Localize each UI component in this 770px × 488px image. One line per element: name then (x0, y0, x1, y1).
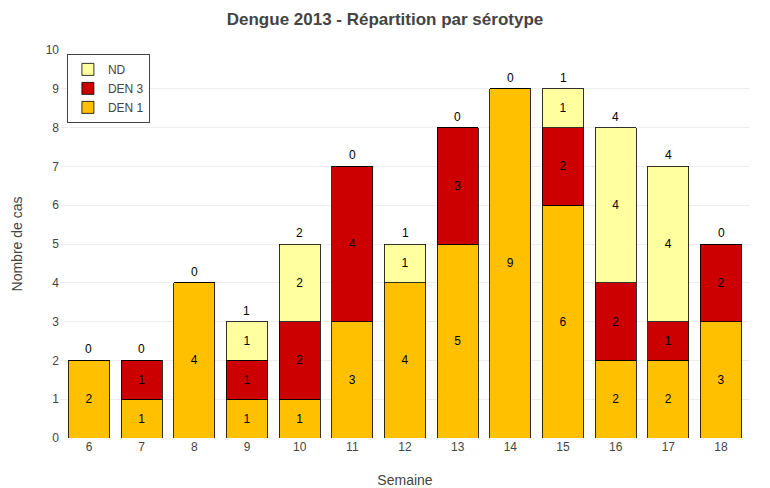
svg-text:2: 2 (85, 392, 92, 406)
svg-text:13: 13 (451, 440, 465, 454)
svg-text:6: 6 (560, 315, 567, 329)
svg-text:1: 1 (243, 334, 250, 348)
svg-text:6: 6 (86, 440, 93, 454)
svg-text:14: 14 (504, 440, 518, 454)
svg-text:8: 8 (191, 440, 198, 454)
svg-text:4: 4 (349, 237, 356, 251)
svg-text:0: 0 (349, 148, 356, 162)
svg-text:5: 5 (454, 334, 461, 348)
svg-text:10: 10 (293, 440, 307, 454)
svg-text:9: 9 (244, 440, 251, 454)
svg-text:2: 2 (560, 159, 567, 173)
svg-text:9: 9 (52, 82, 59, 96)
svg-text:Semaine: Semaine (377, 472, 432, 488)
svg-text:8: 8 (52, 121, 59, 135)
svg-text:1: 1 (138, 373, 145, 387)
svg-text:2: 2 (296, 353, 303, 367)
svg-text:0: 0 (718, 226, 725, 240)
svg-text:0: 0 (191, 265, 198, 279)
svg-text:15: 15 (556, 440, 570, 454)
svg-text:1: 1 (560, 71, 567, 85)
svg-text:4: 4 (665, 148, 672, 162)
svg-text:2: 2 (296, 226, 303, 240)
svg-text:0: 0 (454, 110, 461, 124)
svg-text:1: 1 (296, 412, 303, 426)
svg-text:6: 6 (52, 198, 59, 212)
svg-text:2: 2 (612, 315, 619, 329)
svg-text:2: 2 (52, 354, 59, 368)
svg-text:2: 2 (296, 276, 303, 290)
svg-text:3: 3 (52, 315, 59, 329)
svg-text:2: 2 (612, 392, 619, 406)
svg-text:4: 4 (402, 353, 409, 367)
svg-text:ND: ND (108, 63, 126, 77)
svg-text:4: 4 (612, 110, 619, 124)
svg-text:2: 2 (718, 276, 725, 290)
svg-text:1: 1 (560, 101, 567, 115)
svg-text:1: 1 (52, 392, 59, 406)
svg-text:4: 4 (191, 353, 198, 367)
svg-text:0: 0 (52, 431, 59, 445)
svg-text:9: 9 (507, 256, 514, 270)
svg-text:5: 5 (52, 237, 59, 251)
svg-text:0: 0 (138, 342, 145, 356)
svg-text:1: 1 (665, 334, 672, 348)
svg-text:4: 4 (52, 276, 59, 290)
svg-text:3: 3 (718, 373, 725, 387)
svg-text:4: 4 (612, 198, 619, 212)
svg-text:3: 3 (454, 179, 461, 193)
svg-text:17: 17 (662, 440, 676, 454)
svg-text:DEN 1: DEN 1 (108, 101, 144, 115)
svg-text:2: 2 (665, 392, 672, 406)
svg-text:16: 16 (609, 440, 623, 454)
svg-text:11: 11 (346, 440, 359, 454)
svg-text:10: 10 (46, 43, 60, 57)
svg-text:12: 12 (398, 440, 412, 454)
svg-text:1: 1 (243, 304, 250, 318)
svg-text:Dengue 2013 - Répartition par: Dengue 2013 - Répartition par sérotype (227, 10, 543, 29)
svg-text:1: 1 (402, 226, 409, 240)
svg-text:0: 0 (507, 71, 514, 85)
svg-text:3: 3 (349, 373, 356, 387)
svg-text:0: 0 (85, 342, 92, 356)
svg-text:7: 7 (52, 160, 59, 174)
svg-text:1: 1 (138, 412, 145, 426)
svg-text:1: 1 (402, 256, 409, 270)
svg-text:18: 18 (714, 440, 728, 454)
svg-text:7: 7 (138, 440, 145, 454)
svg-text:DEN 3: DEN 3 (108, 82, 144, 96)
svg-text:Nombre de cas: Nombre de cas (9, 197, 25, 292)
svg-text:1: 1 (243, 412, 250, 426)
svg-text:1: 1 (243, 373, 250, 387)
svg-text:4: 4 (665, 237, 672, 251)
